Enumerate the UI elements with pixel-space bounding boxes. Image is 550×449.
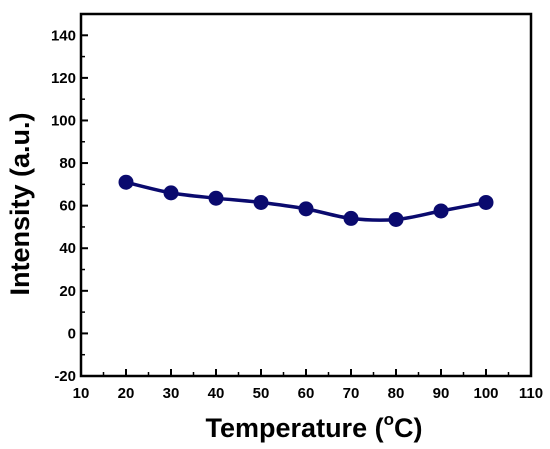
y-tick-label: 60	[59, 198, 76, 215]
data-point	[388, 211, 404, 227]
plot-layer	[79, 12, 533, 378]
x-tick-label: 50	[253, 385, 270, 402]
x-tick-label: 40	[208, 385, 225, 402]
data-point	[433, 203, 449, 219]
y-tick-label: -20	[54, 368, 76, 385]
data-point	[208, 190, 224, 206]
y-tick-label: 0	[68, 325, 76, 342]
y-axis-ticks: -20 0 20 40 60 80 100 120 140	[51, 13, 88, 385]
y-tick-label: 80	[59, 155, 76, 172]
y-tick-label: 140	[51, 27, 76, 44]
x-tick-label: 80	[388, 385, 405, 402]
x-tick-label: 100	[473, 385, 498, 402]
x-axis-title-superscript: o	[384, 410, 394, 429]
y-tick-label: 120	[51, 70, 76, 87]
x-tick-label: 110	[519, 385, 543, 402]
plot-frame	[79, 12, 533, 378]
data-point	[478, 194, 494, 210]
y-axis-title: Intensity (a.u.)	[5, 112, 35, 295]
x-axis-title: Temperature (oC)	[206, 410, 423, 443]
x-tick-label: 60	[298, 385, 315, 402]
x-tick-label: 10	[73, 385, 90, 402]
data-point	[253, 194, 269, 210]
x-axis-title-unit: C)	[394, 413, 423, 443]
y-tick-label: 40	[59, 240, 76, 257]
y-tick-label: 20	[59, 283, 76, 300]
data-point	[163, 185, 179, 201]
series-layer	[118, 174, 494, 227]
x-axis-title-main: Temperature (	[206, 413, 384, 443]
x-tick-label: 90	[433, 385, 450, 402]
data-point	[298, 201, 314, 217]
y-tick-label: 100	[51, 112, 76, 129]
x-tick-label: 20	[118, 385, 135, 402]
data-point	[118, 174, 134, 190]
data-point	[343, 210, 359, 226]
x-tick-label: 70	[343, 385, 360, 402]
x-tick-label: 30	[163, 385, 180, 402]
x-axis-ticks: 10 20 30 40 50 60 70 80 90 100 110	[73, 369, 543, 402]
